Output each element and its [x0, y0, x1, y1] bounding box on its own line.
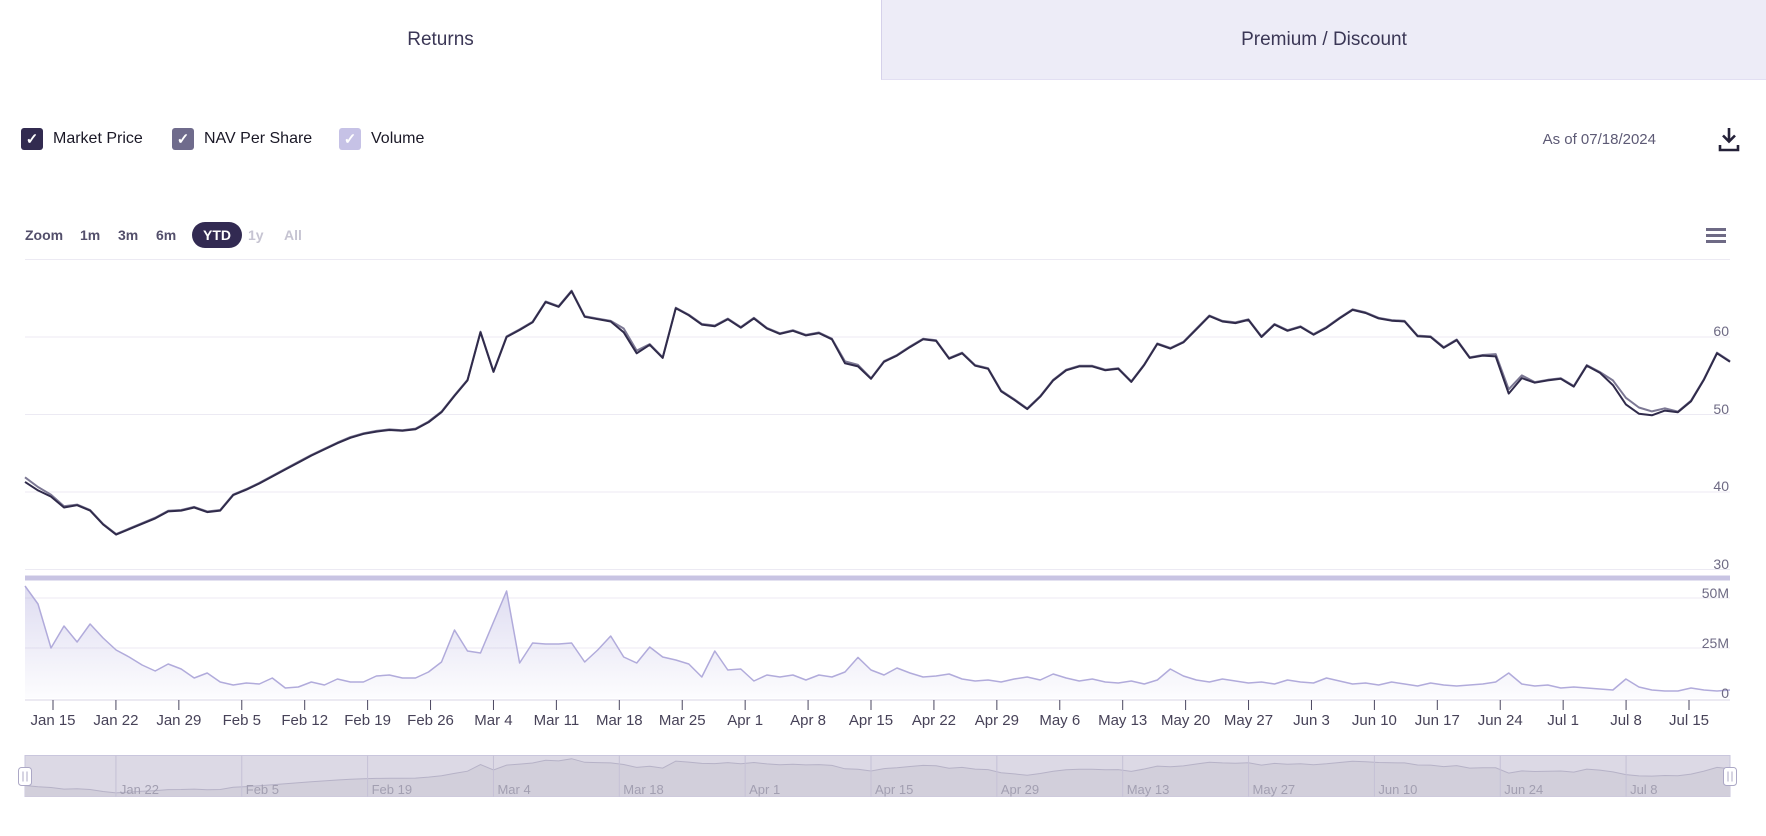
- legend-label: Market Price: [53, 130, 143, 147]
- x-axis-label: Jan 15: [30, 712, 76, 729]
- x-axis-label: Apr 22: [911, 712, 957, 729]
- navigator-axis-label: May 13: [1126, 782, 1170, 797]
- volume-line: [24, 585, 1731, 692]
- x-axis-label: May 13: [1098, 712, 1148, 729]
- navigator-axis-label: Jan 22: [119, 782, 159, 797]
- y-axis-label: 60: [1713, 323, 1729, 339]
- x-axis-label: Jun 17: [1414, 712, 1460, 729]
- navigator-axis-label: Mar 18: [623, 782, 664, 797]
- range-button-ytd[interactable]: YTD: [192, 222, 242, 248]
- x-axis-label: Mar 18: [595, 712, 643, 729]
- x-axis-label: Apr 1: [727, 712, 764, 729]
- menu-bar: [1706, 228, 1726, 231]
- x-axis-label: Mar 4: [474, 712, 513, 729]
- pane-separator[interactable]: [25, 575, 1730, 581]
- range-button-1m[interactable]: 1m: [80, 227, 101, 243]
- tab-returns[interactable]: Returns: [0, 0, 881, 80]
- y-axis-label: 50: [1713, 400, 1729, 417]
- x-axis-label: Feb 19: [344, 712, 391, 729]
- tab-bar: Returns Premium / Discount: [0, 0, 1766, 80]
- y-axis-label: 50M: [1701, 585, 1729, 601]
- range-button-6m[interactable]: 6m: [156, 227, 177, 243]
- x-axis-label: Mar 11: [533, 712, 580, 729]
- navigator-right-handle[interactable]: [1723, 767, 1737, 786]
- download-icon[interactable]: [1716, 125, 1742, 153]
- x-axis-label: May 6: [1039, 712, 1081, 729]
- x-axis-label: Feb 26: [407, 712, 454, 729]
- navigator-axis-label: Jun 24: [1504, 782, 1544, 797]
- legend-item-volume[interactable]: ✓ Volume: [339, 128, 424, 150]
- tab-premium-discount[interactable]: Premium / Discount: [881, 0, 1766, 80]
- x-axis-label: Mar 25: [658, 712, 706, 729]
- x-axis-label: Jun 10: [1351, 712, 1397, 729]
- x-axis-label: Jan 29: [156, 712, 202, 729]
- y-axis-label: 25M: [1701, 635, 1729, 651]
- x-axis-label: Apr 8: [790, 712, 826, 729]
- legend-item-market-price[interactable]: ✓ Market Price: [21, 128, 143, 150]
- navigator-axis-label: Feb 5: [245, 782, 280, 797]
- x-axis-label: May 20: [1161, 712, 1211, 729]
- volume-area: [25, 586, 1730, 698]
- navigator-area: [25, 758, 1730, 797]
- menu-bar: [1706, 234, 1726, 237]
- navigator-axis-label: Apr 15: [875, 782, 914, 797]
- x-axis-label: Jan 22: [93, 712, 139, 729]
- y-axis-label: 0: [1721, 685, 1729, 701]
- market-price-line: [24, 290, 1731, 536]
- series-legend-row: ✓ Market Price ✓ NAV Per Share ✓ Volume …: [0, 128, 1766, 154]
- navigator-axis-label: Apr 29: [1000, 782, 1040, 797]
- legend-item-nav-per-share[interactable]: ✓ NAV Per Share: [172, 128, 312, 150]
- navigator-series-line: [24, 758, 1731, 794]
- volume-checkbox[interactable]: ✓: [339, 128, 361, 150]
- x-axis-label: Jul 1: [1547, 712, 1579, 729]
- menu-bar: [1706, 240, 1726, 243]
- navigator-axis-label: Jul 8: [1630, 782, 1658, 797]
- x-axis-label: Feb 5: [222, 712, 261, 729]
- legend-label: Volume: [371, 130, 425, 147]
- market-price-checkbox[interactable]: ✓: [21, 128, 43, 150]
- y-axis-label: 30: [1713, 555, 1729, 572]
- zoom-label: Zoom: [25, 227, 64, 243]
- range-button-3m[interactable]: 3m: [118, 227, 139, 243]
- range-button-all[interactable]: All: [284, 227, 302, 243]
- x-axis-label: Feb 12: [281, 712, 329, 729]
- x-axis-label: Apr 29: [974, 712, 1019, 729]
- navigator-axis-label: Mar 4: [497, 782, 531, 797]
- range-selector-row: Zoom 1m 3m 6m YTD 1y All: [0, 222, 1766, 250]
- as-of-date: As of 07/18/2024: [1542, 131, 1656, 148]
- context-menu-icon[interactable]: [1706, 228, 1726, 243]
- range-button-1y[interactable]: 1y: [248, 227, 264, 243]
- x-axis-label: May 27: [1223, 712, 1274, 729]
- y-axis-label: 40: [1713, 478, 1729, 494]
- navigator-axis-label: Apr 1: [749, 782, 781, 797]
- x-axis-label: Jun 24: [1477, 712, 1523, 729]
- navigator-axis-label: May 27: [1252, 782, 1296, 797]
- legend-label: NAV Per Share: [204, 130, 313, 147]
- nav-per-share-line: [24, 289, 1731, 535]
- navigator-axis-label: Jun 10: [1378, 782, 1418, 797]
- nav-per-share-checkbox[interactable]: ✓: [172, 128, 194, 150]
- navigator-axis-label: Feb 19: [371, 782, 413, 797]
- x-axis-label: Jun 3: [1293, 712, 1330, 729]
- navigator-left-handle[interactable]: [18, 767, 32, 786]
- x-axis-label: Jul 8: [1610, 712, 1642, 729]
- x-axis-label: Jul 15: [1668, 712, 1710, 729]
- x-axis-label: Apr 15: [848, 712, 894, 729]
